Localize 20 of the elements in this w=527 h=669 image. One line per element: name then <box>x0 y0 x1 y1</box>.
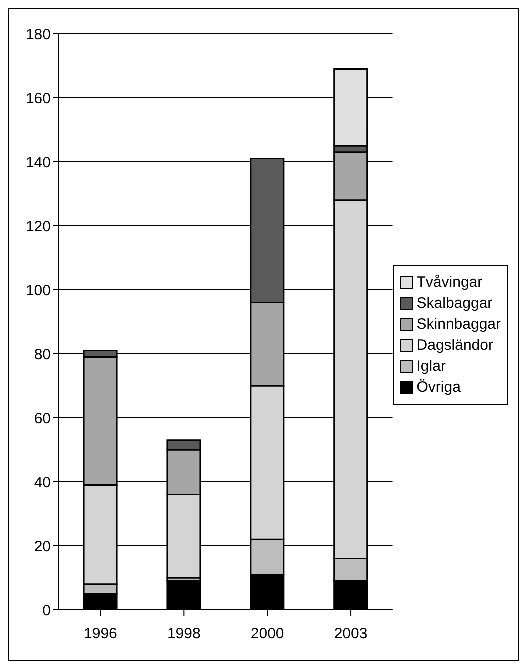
y-tick-label: 60 <box>34 410 51 428</box>
y-tick-label: 80 <box>34 346 51 364</box>
legend-label: Skalbaggar <box>416 294 493 312</box>
legend-label: Dagsländor <box>416 336 494 354</box>
y-tick-label: 40 <box>34 474 51 492</box>
legend-label: Iglar <box>416 358 446 374</box>
y-tick-label: 20 <box>34 538 51 556</box>
y-tick-label: 180 <box>26 26 51 44</box>
legend-label: Tvåvingar <box>416 274 483 290</box>
x-tick-label: 1996 <box>84 626 118 643</box>
legend-label: Skinnbaggar <box>416 316 501 332</box>
y-tick-label: 120 <box>26 218 51 236</box>
legend-label: Övriga <box>416 378 461 396</box>
y-tick-label: 100 <box>26 282 51 300</box>
y-tick-label: 140 <box>26 154 51 172</box>
y-tick-label: 0 <box>42 602 51 620</box>
x-tick-label: 1998 <box>167 626 201 643</box>
y-tick-label: 160 <box>26 90 51 108</box>
x-tick-label: 2000 <box>250 626 284 643</box>
x-tick-label: 2003 <box>334 626 368 643</box>
